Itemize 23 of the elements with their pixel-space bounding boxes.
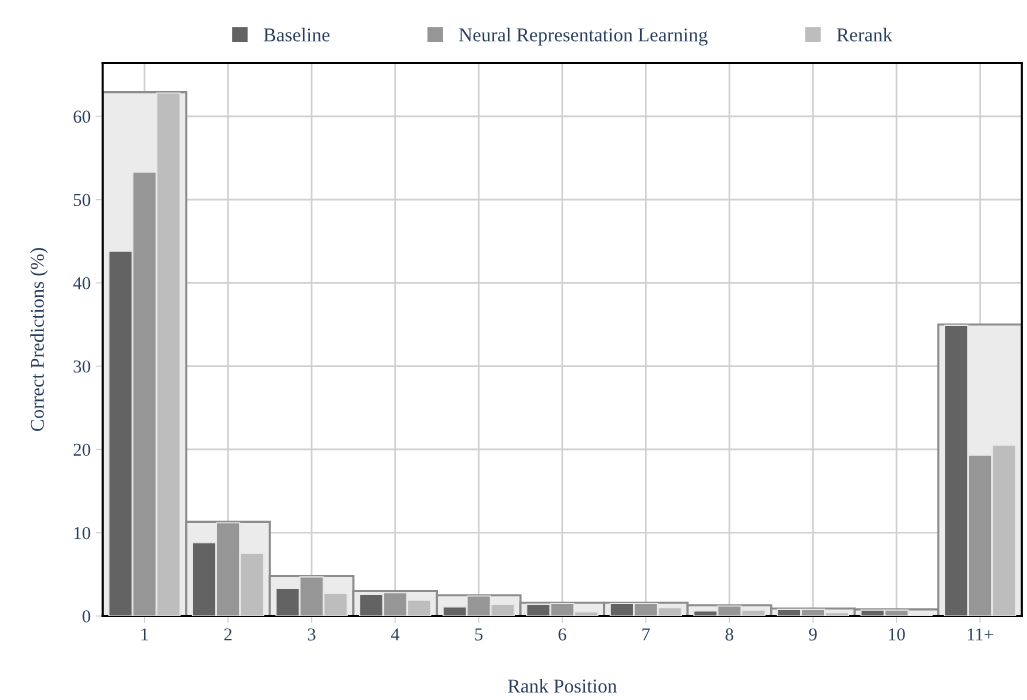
x-tick-label: 9 xyxy=(809,628,817,641)
x-tick-label: 7 xyxy=(642,628,650,641)
x-tick-label: 8 xyxy=(725,628,734,641)
y-tick-label: 60 xyxy=(73,110,91,123)
x-tick-label: 3 xyxy=(307,628,316,641)
x-tick-label: 6 xyxy=(558,628,567,641)
y-tick-label: 0 xyxy=(82,610,91,623)
x-tick-label: 10 xyxy=(889,628,905,641)
y-tick-label: 50 xyxy=(73,193,91,207)
y-tick-label: 40 xyxy=(73,277,91,290)
x-tick-label: 5 xyxy=(475,628,483,641)
legend-label: Baseline xyxy=(263,27,330,42)
legend-label: Neural Representation Learning xyxy=(459,27,708,46)
x-axis-title: Rank Position xyxy=(508,678,617,693)
legend-label: Rerank xyxy=(836,27,893,42)
x-tick-label: 1 xyxy=(141,628,148,641)
x-tick-label: 11+ xyxy=(967,628,993,641)
y-axis-title: Correct Predictions (%) xyxy=(30,248,48,432)
y-tick-label: 10 xyxy=(74,526,91,540)
x-tick-label: 4 xyxy=(391,628,400,641)
y-tick-label: 20 xyxy=(73,443,91,456)
y-tick-label: 30 xyxy=(73,360,91,373)
x-tick-label: 2 xyxy=(224,628,232,641)
